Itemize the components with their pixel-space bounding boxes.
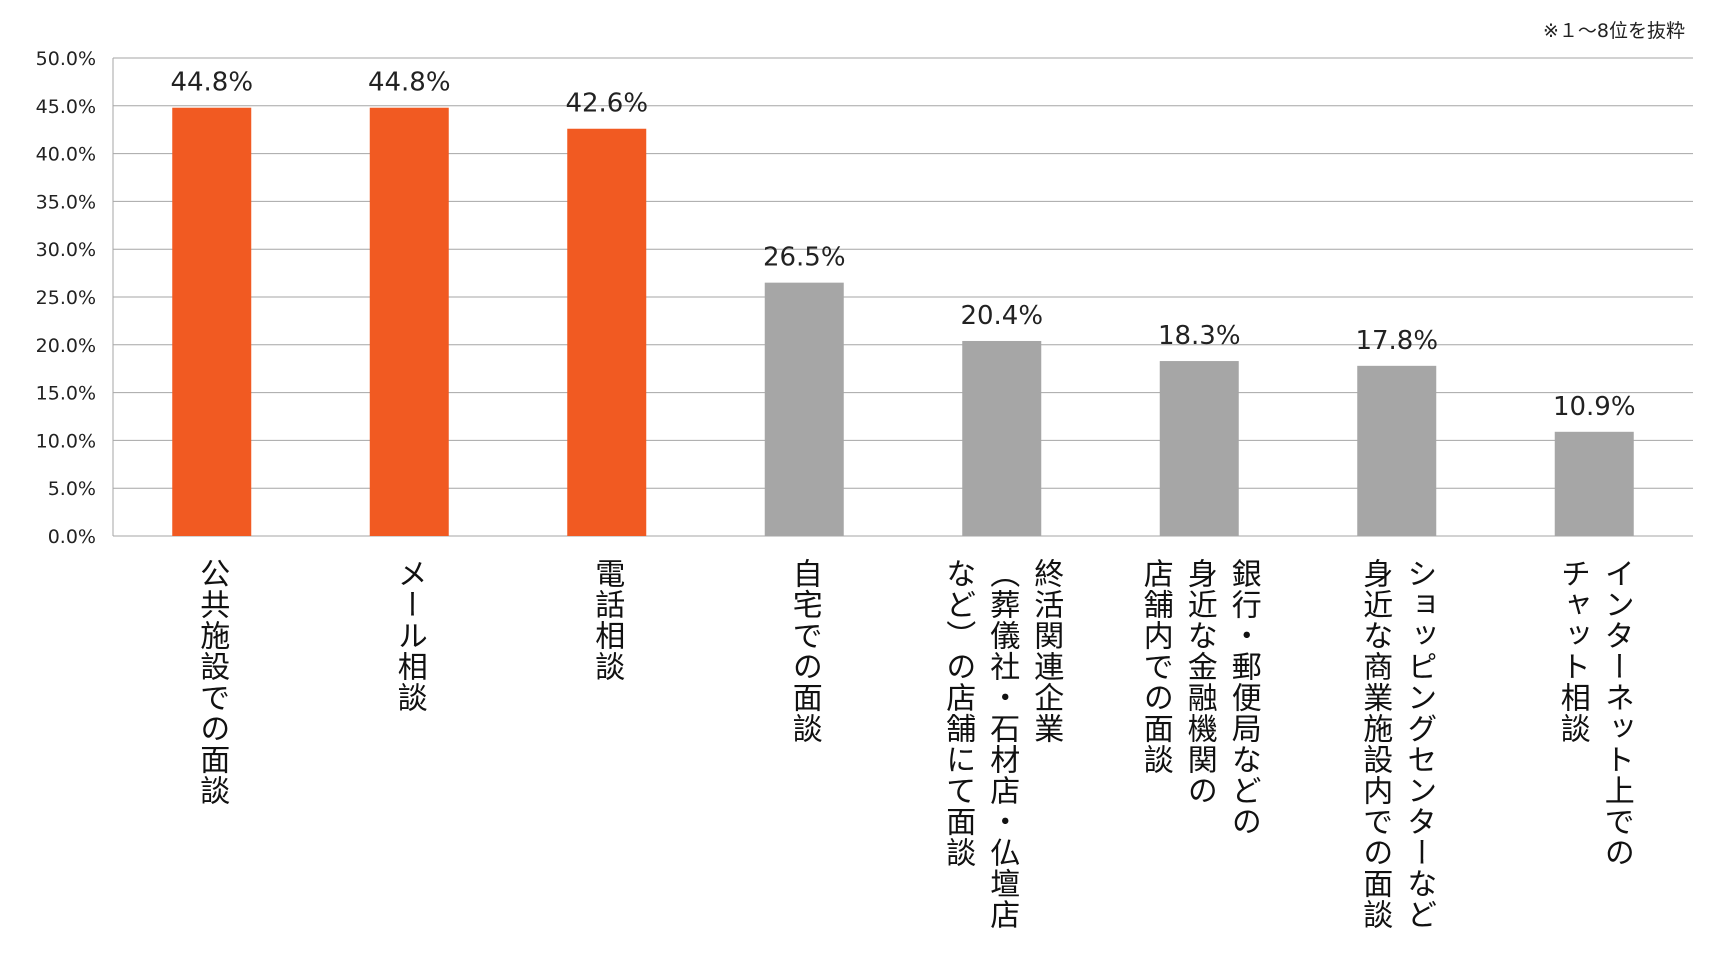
category-label: メール相談	[392, 558, 428, 713]
bar	[764, 282, 844, 536]
y-tick-label: 45.0%	[36, 96, 96, 118]
bar	[962, 340, 1042, 536]
category-label: 身近な金融機関の	[1182, 558, 1218, 806]
y-tick-label: 35.0%	[36, 191, 96, 213]
category-label: チャット相談	[1555, 558, 1591, 744]
data-label: 18.3%	[1158, 321, 1241, 351]
y-tick-label: 0.0%	[48, 526, 96, 548]
data-label: 44.8%	[368, 68, 451, 98]
category-label: （葬儀社・石材店・仏壇店	[984, 558, 1020, 930]
y-tick-label: 15.0%	[36, 383, 96, 405]
y-tick-label: 20.0%	[36, 335, 96, 357]
category-label: 終活関連企業	[1028, 558, 1064, 744]
footnote: ※１～8位を抜粋	[1542, 20, 1685, 42]
category-label: 自宅での面談	[787, 558, 822, 744]
y-tick-label: 5.0%	[48, 478, 96, 500]
y-tick-label: 50.0%	[36, 48, 96, 70]
category-label: ショッピングセンターなど	[1401, 558, 1436, 930]
y-tick-label: 25.0%	[36, 287, 96, 309]
data-label: 26.5%	[763, 243, 846, 273]
data-label: 44.8%	[170, 68, 253, 98]
bar	[567, 128, 647, 536]
data-label: 10.9%	[1553, 392, 1636, 422]
category-label: 公共施設での面談	[194, 558, 230, 806]
bar	[172, 107, 252, 536]
bar	[1357, 365, 1437, 536]
bar	[369, 107, 449, 536]
y-tick-label: 10.0%	[36, 430, 96, 452]
data-label: 20.4%	[960, 301, 1043, 331]
y-tick-label: 30.0%	[36, 239, 96, 261]
category-label: 店舗内での面談	[1138, 558, 1174, 775]
category-label: 銀行・郵便局などの	[1226, 558, 1262, 837]
data-label: 17.8%	[1355, 326, 1438, 356]
bar	[1159, 361, 1239, 536]
y-tick-label: 40.0%	[36, 144, 96, 166]
category-label: 電話相談	[589, 558, 625, 682]
category-label: インターネット上での	[1599, 558, 1634, 868]
category-label: など）の店舗にて面談	[940, 558, 976, 868]
bar	[1554, 431, 1634, 536]
data-label: 42.6%	[565, 89, 648, 119]
category-label: 身近な商業施設内での面談	[1357, 558, 1393, 930]
